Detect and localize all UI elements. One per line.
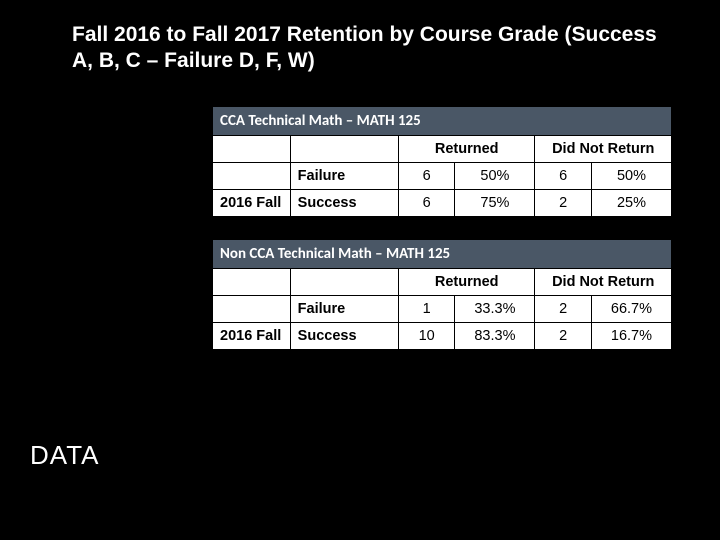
outcome-label: Success — [290, 323, 398, 350]
period-label: 2016 Fall — [213, 323, 291, 350]
outcome-label: Success — [290, 190, 398, 217]
blank-cell — [213, 163, 291, 190]
blank-cell — [213, 136, 291, 163]
cell-value: 66.7% — [591, 296, 671, 323]
cell-value: 10 — [398, 323, 454, 350]
cell-value: 75% — [455, 190, 535, 217]
cell-value: 83.3% — [455, 323, 535, 350]
side-label-data: DATA — [30, 440, 99, 471]
period-label: 2016 Fall — [213, 190, 291, 217]
table-noncca-title: Non CCA Technical Math – MATH 125 — [213, 240, 672, 269]
cell-value: 2 — [535, 296, 591, 323]
table-noncca: Non CCA Technical Math – MATH 125 Return… — [212, 239, 672, 350]
blank-cell — [213, 269, 291, 296]
cell-value: 50% — [591, 163, 671, 190]
header-did-not-return: Did Not Return — [535, 136, 672, 163]
table-cca: CCA Technical Math – MATH 125 Returned D… — [212, 106, 672, 217]
tables-container: CCA Technical Math – MATH 125 Returned D… — [212, 106, 672, 350]
header-did-not-return: Did Not Return — [535, 269, 672, 296]
cell-value: 1 — [398, 296, 454, 323]
cell-value: 2 — [535, 190, 591, 217]
cell-value: 16.7% — [591, 323, 671, 350]
header-returned: Returned — [398, 136, 535, 163]
blank-cell — [290, 136, 398, 163]
header-returned: Returned — [398, 269, 535, 296]
cell-value: 2 — [535, 323, 591, 350]
cell-value: 6 — [535, 163, 591, 190]
outcome-label: Failure — [290, 296, 398, 323]
cell-value: 25% — [591, 190, 671, 217]
cell-value: 6 — [398, 190, 454, 217]
cell-value: 6 — [398, 163, 454, 190]
outcome-label: Failure — [290, 163, 398, 190]
cell-value: 50% — [455, 163, 535, 190]
cell-value: 33.3% — [455, 296, 535, 323]
table-cca-title: CCA Technical Math – MATH 125 — [213, 107, 672, 136]
blank-cell — [290, 269, 398, 296]
slide-title: Fall 2016 to Fall 2017 Retention by Cour… — [72, 22, 680, 75]
blank-cell — [213, 296, 291, 323]
